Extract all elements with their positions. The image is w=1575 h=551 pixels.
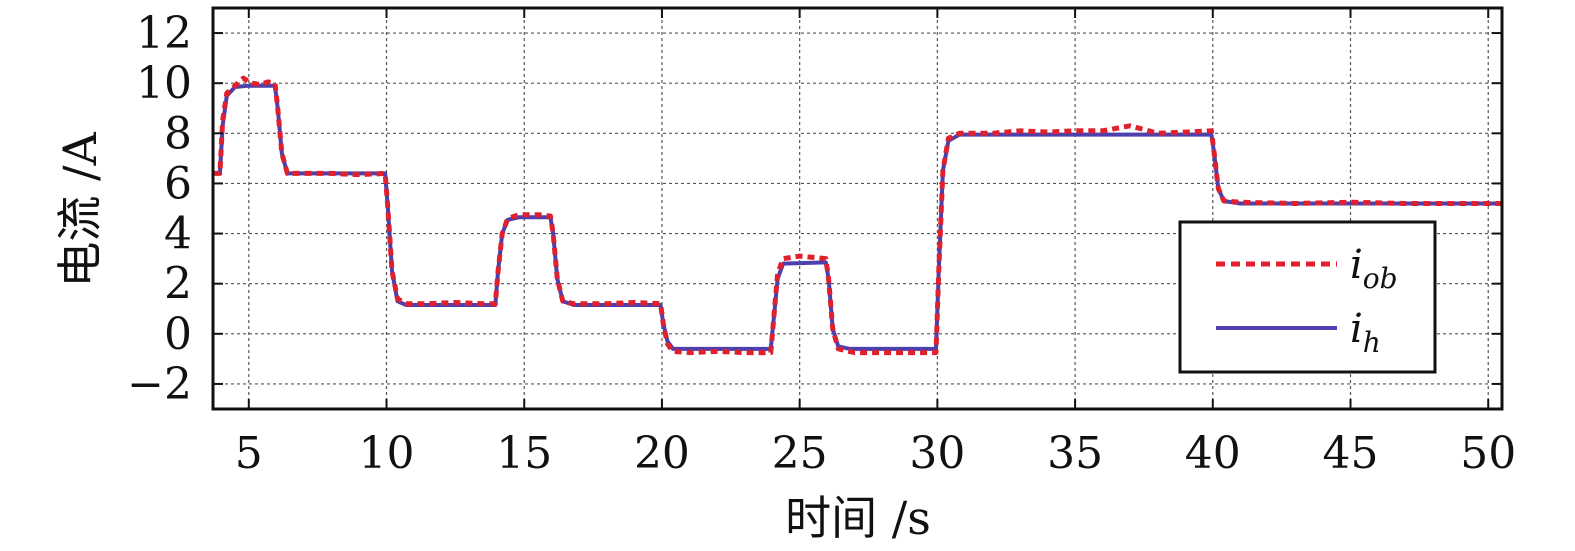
legend-main-series-1: i [1350,306,1363,352]
legend-sub-series-0: ob [1363,262,1398,295]
y-tick-label: 6 [164,158,192,209]
x-axis-label: 时间 /s [785,491,931,545]
legend-sub-series-1: h [1363,326,1381,359]
series-line-0 [213,75,1502,356]
legend-main-series-0: i [1350,242,1363,288]
x-tick-label: 35 [1047,428,1103,479]
x-tick-label: 50 [1460,428,1516,479]
y-tick-label: 4 [164,209,192,260]
y-tick-label: 12 [136,8,192,59]
y-tick-label: 10 [136,58,192,109]
x-tick-label: 15 [496,428,552,479]
x-tick-labels: 5 10 15 20 25 30 35 40 45 50 [235,428,1516,479]
x-tick-label: 10 [359,428,415,479]
x-tick-label: 40 [1185,428,1241,479]
x-tick-label: 45 [1323,428,1379,479]
plot-frame [211,6,1504,411]
x-tick-label: 30 [909,428,965,479]
y-tick-label: 8 [164,108,192,159]
legend: iob ih [1178,220,1437,374]
tick-marks [213,8,1502,409]
legend-label-series-1: ih [1350,306,1381,359]
y-tick-label: −2 [127,359,192,410]
x-tick-label: 20 [634,428,690,479]
x-tick-label: 5 [235,428,263,479]
y-tick-label: 2 [164,259,192,310]
legend-box [1178,220,1437,374]
legend-label-series-0: iob [1350,242,1398,295]
y-axis-label: 电流 /A [53,132,107,288]
x-tick-label: 25 [772,428,828,479]
series-layer [213,75,1502,356]
y-tick-label: 0 [164,309,192,360]
